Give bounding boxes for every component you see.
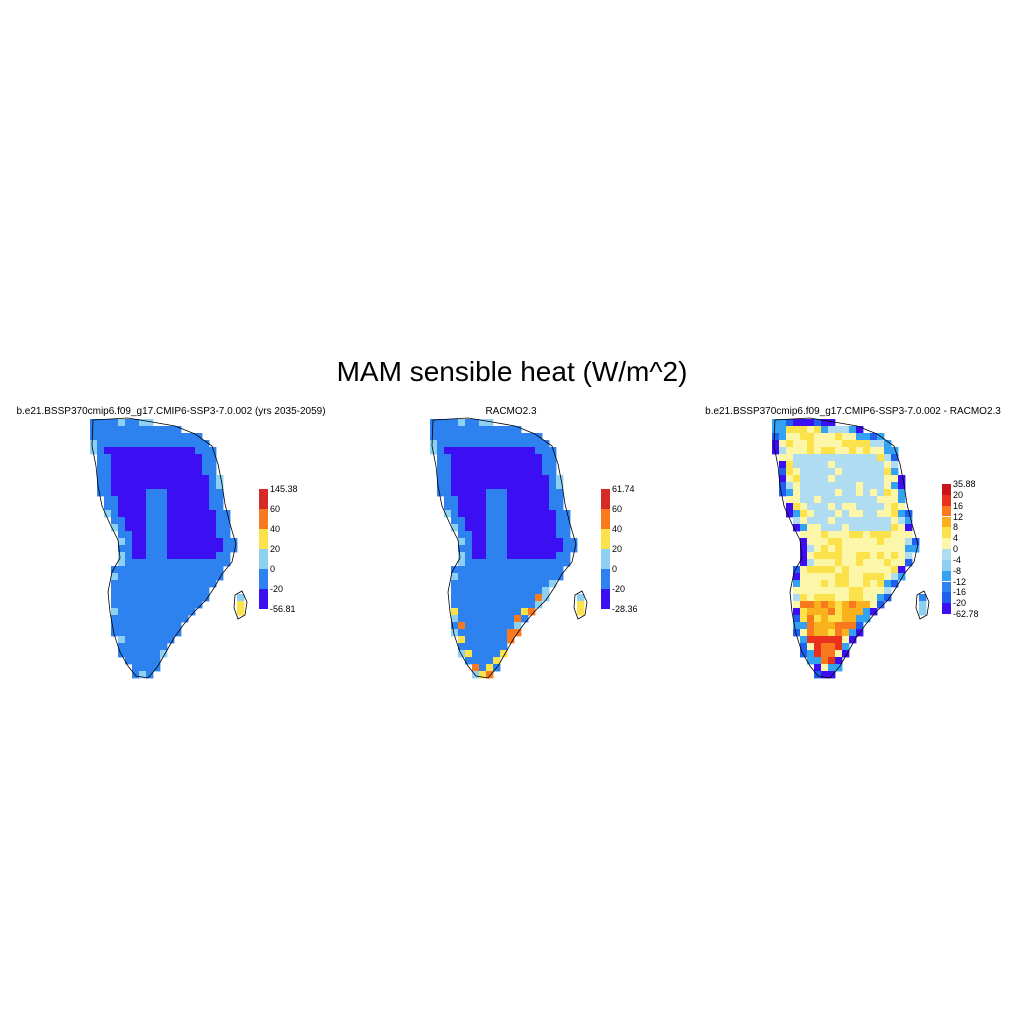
panel-1-title: b.e21.BSSP370cmip6.f09_g17.CMIP6-SSP3-7.… <box>16 406 326 417</box>
colorbar-segment <box>259 509 268 529</box>
colorbar-label: 60 <box>270 504 281 514</box>
colorbar-label: 4 <box>953 533 959 544</box>
colorbar-label: -8 <box>953 565 962 576</box>
panel-2-map <box>430 417 588 679</box>
colorbar-segment <box>942 516 951 528</box>
colorbar-label: 8 <box>953 522 959 533</box>
colorbar-segment <box>601 509 610 529</box>
map-grid-cells <box>772 419 927 679</box>
colorbar-label: 20 <box>953 489 964 500</box>
colorbar-label: 20 <box>270 544 281 554</box>
colorbar-label: -20 <box>612 584 626 594</box>
panel-3-title: b.e21.BSSP370cmip6.f09_g17.CMIP6-SSP3-7.… <box>705 406 1001 417</box>
colorbar-label: 145.38 <box>270 484 298 494</box>
colorbar-label: 61.74 <box>612 484 635 494</box>
colorbar-label: 0 <box>270 564 276 574</box>
map-grid-cells <box>90 419 245 679</box>
colorbar-segment <box>942 581 951 593</box>
colorbar-segment <box>942 549 951 560</box>
panel-1-map <box>90 417 248 679</box>
colorbar-label: -20 <box>953 598 967 609</box>
colorbar-label: -4 <box>953 554 962 565</box>
island-outline <box>915 590 930 620</box>
colorbar-segment <box>601 589 610 609</box>
colorbar-segment <box>942 538 951 549</box>
colorbar-segment <box>942 570 951 582</box>
panel-2-title: RACMO2.3 <box>485 406 537 417</box>
figure-title: MAM sensible heat (W/m^2) <box>336 356 688 387</box>
island-outline <box>233 590 248 620</box>
island-outline <box>573 590 588 620</box>
colorbar-label: -62.78 <box>953 609 979 619</box>
colorbar-label: 40 <box>270 524 281 534</box>
colorbar-label: -12 <box>953 576 967 587</box>
colorbar-label: 12 <box>953 511 964 522</box>
colorbar-segment <box>942 505 951 517</box>
colorbar-segment <box>942 603 951 614</box>
colorbar-label: 35.88 <box>953 479 976 489</box>
colorbar-segment <box>259 589 268 609</box>
colorbar-segment <box>601 529 610 549</box>
colorbar-segment <box>942 484 951 495</box>
colorbar-segment <box>601 569 610 589</box>
colorbar-segment <box>259 489 268 509</box>
colorbar-segment <box>942 494 951 506</box>
colorbar-label: 60 <box>612 504 623 514</box>
panel-3-map <box>772 417 930 679</box>
colorbar-label: 0 <box>612 564 618 574</box>
colorbar-segment <box>942 559 951 571</box>
colorbar-label: -20 <box>270 584 284 594</box>
colorbar-segment <box>942 527 951 539</box>
colorbar-label: 16 <box>953 500 964 511</box>
colorbar-label: -28.36 <box>612 604 638 614</box>
coastline-outline <box>431 417 577 679</box>
colorbar-label: 0 <box>953 544 959 554</box>
colorbar-label: 40 <box>612 524 623 534</box>
map-grid-cells <box>430 419 585 679</box>
coastline-outline <box>91 417 237 679</box>
colorbar-label: -16 <box>953 587 967 598</box>
colorbar-segment <box>601 549 610 569</box>
colorbar-segment <box>601 489 610 509</box>
colorbar-label: -56.81 <box>270 604 296 614</box>
coastline-outline <box>773 417 919 679</box>
colorbar-segment <box>259 569 268 589</box>
colorbar-segment <box>259 529 268 549</box>
colorbar-label: 20 <box>612 544 623 554</box>
colorbar-segment <box>259 549 268 569</box>
colorbar-segment <box>942 592 951 604</box>
